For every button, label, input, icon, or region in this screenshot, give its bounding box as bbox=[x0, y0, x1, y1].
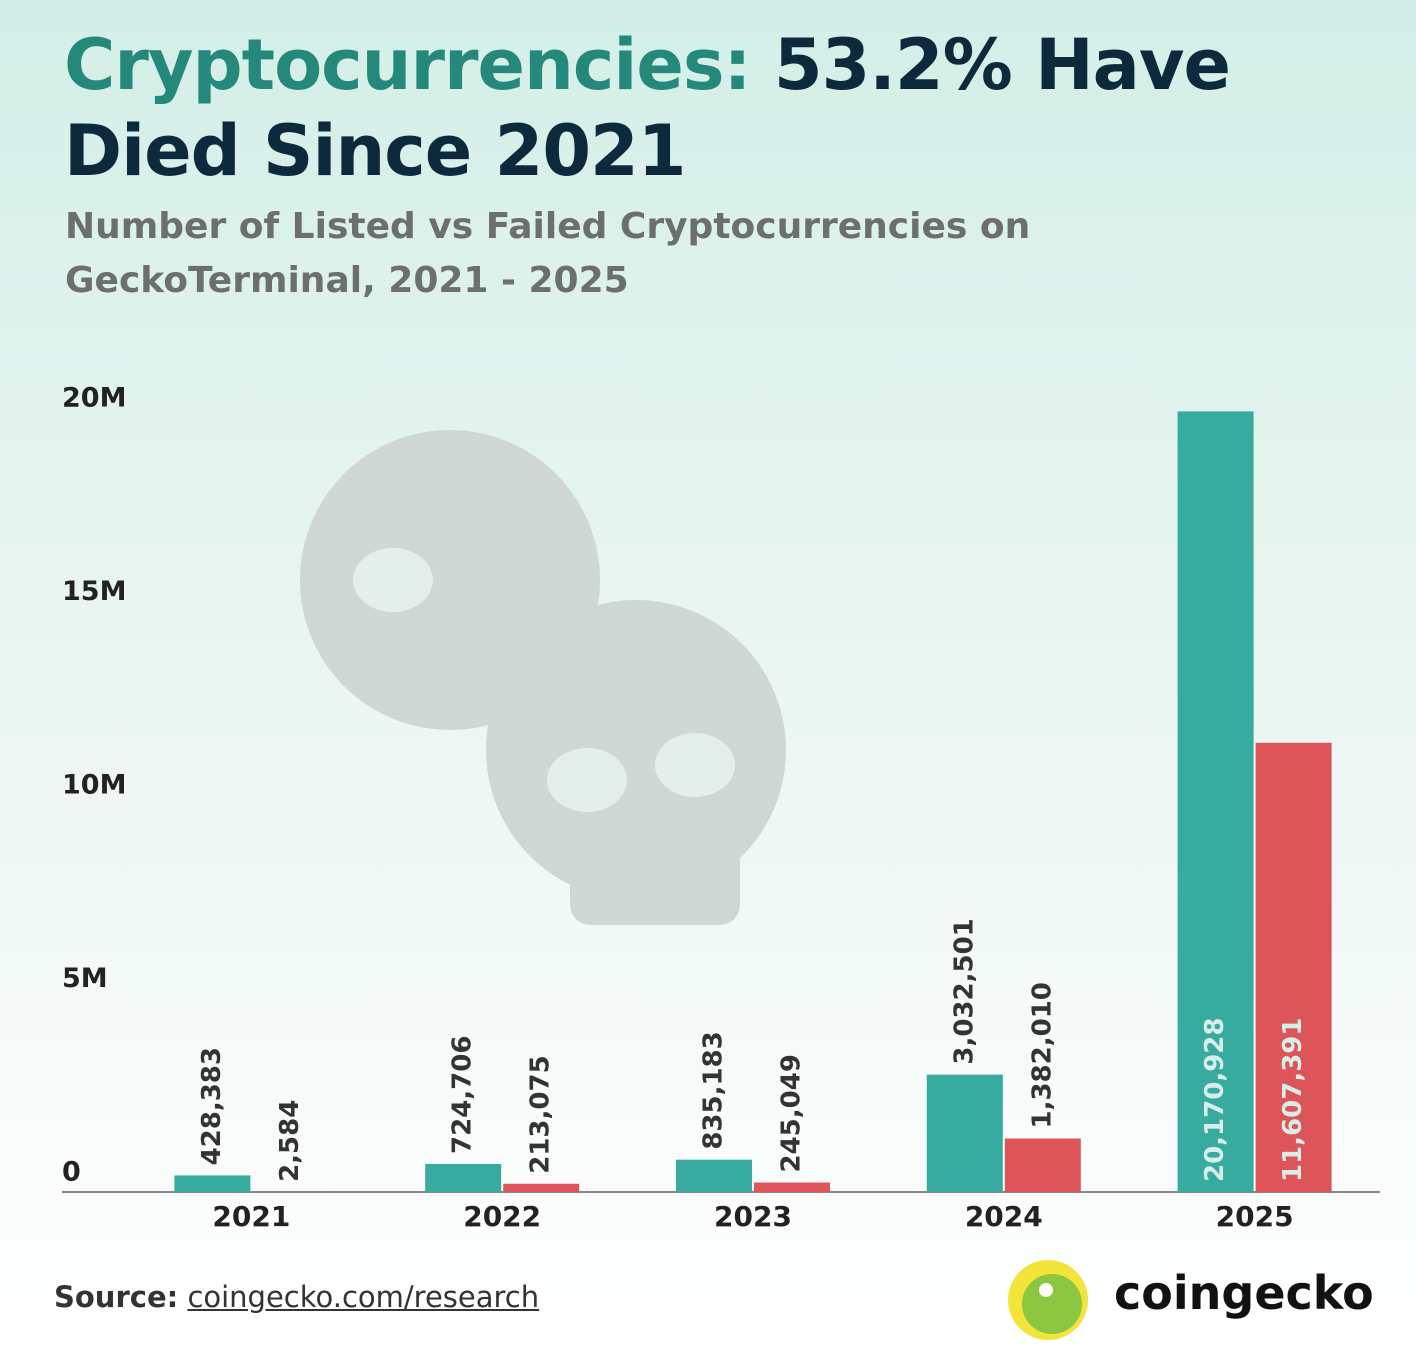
value-label: 3,032,501 bbox=[949, 918, 979, 1064]
value-label: 245,049 bbox=[777, 1054, 807, 1172]
bar bbox=[1004, 1138, 1081, 1192]
value-label: 724,706 bbox=[448, 1036, 478, 1154]
x-tick-label: 2025 bbox=[1216, 1200, 1294, 1233]
value-label: 2,584 bbox=[275, 1100, 305, 1182]
value-label: 11,607,391 bbox=[1278, 1018, 1308, 1182]
value-label: 20,170,928 bbox=[1200, 1018, 1230, 1182]
bar bbox=[1255, 742, 1332, 1192]
value-label: 213,075 bbox=[526, 1055, 556, 1173]
y-tick-label: 10M bbox=[62, 770, 126, 801]
x-tick-label: 2021 bbox=[212, 1200, 290, 1233]
y-tick-label: 0 bbox=[62, 1157, 81, 1188]
bar bbox=[926, 1074, 1003, 1192]
source-link[interactable]: coingecko.com/research bbox=[187, 1280, 540, 1314]
x-tick-label: 2023 bbox=[714, 1200, 792, 1233]
brand: coingecko bbox=[1114, 1266, 1374, 1320]
value-label: 835,183 bbox=[699, 1031, 729, 1149]
bar bbox=[174, 1175, 251, 1192]
title-lead: Cryptocurrencies: bbox=[64, 24, 751, 106]
bar bbox=[754, 1182, 830, 1192]
bar bbox=[1177, 411, 1254, 1192]
y-tick-label: 5M bbox=[62, 963, 108, 994]
y-tick-label: 15M bbox=[62, 576, 126, 607]
x-tick-label: 2022 bbox=[463, 1200, 541, 1233]
source-label: Source: bbox=[54, 1280, 179, 1314]
bar bbox=[676, 1159, 752, 1192]
title: Cryptocurrencies: 53.2% Have Died Since … bbox=[64, 22, 1394, 194]
source: Source: coingecko.com/research bbox=[54, 1280, 539, 1314]
bar bbox=[425, 1163, 502, 1192]
x-tick-label: 2024 bbox=[965, 1200, 1043, 1233]
value-label: 428,383 bbox=[197, 1047, 227, 1165]
subtitle: Number of Listed vs Failed Cryptocurrenc… bbox=[65, 206, 1031, 301]
bar bbox=[503, 1183, 580, 1192]
title-main: 53.2% Have Died Since 2021 bbox=[64, 24, 1231, 192]
value-label: 1,382,010 bbox=[1027, 982, 1057, 1128]
skull-watermark bbox=[300, 430, 786, 925]
y-tick-label: 20M bbox=[62, 383, 126, 414]
